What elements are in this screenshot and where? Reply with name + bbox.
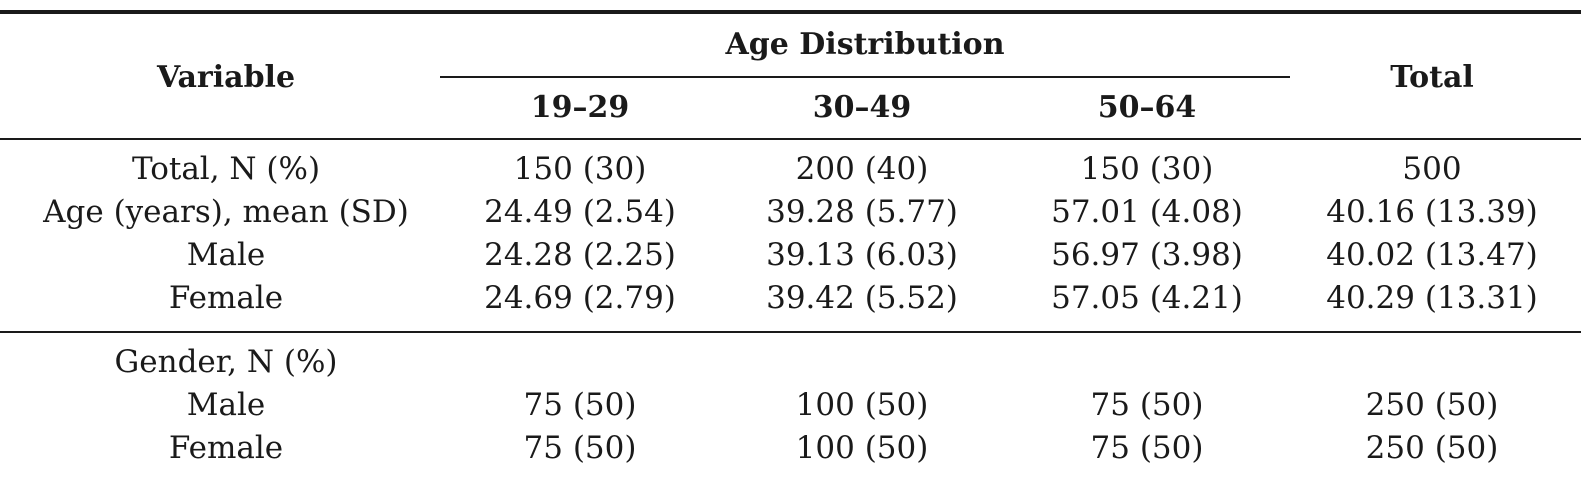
row-label: Total, N (%): [131, 151, 321, 187]
table-cell: 40.16 (13.39): [1326, 194, 1538, 230]
row-label: Male: [186, 237, 266, 273]
table-cell: 24.69 (2.79): [484, 280, 676, 316]
table-cell: 250 (50): [1365, 430, 1499, 466]
header-age-group-3: 50–64: [1097, 90, 1197, 125]
table-cell: 100 (50): [795, 430, 929, 466]
table-cell: 150 (30): [513, 151, 647, 187]
header-age-group-2: 30–49: [812, 90, 912, 125]
section-separator-rule: [0, 331, 1581, 333]
header-bottom-rule: [0, 138, 1581, 140]
row-label: Male: [186, 387, 266, 423]
table-cell: 40.29 (13.31): [1326, 280, 1538, 316]
table-cell: 150 (30): [1080, 151, 1214, 187]
table-cell: 39.42 (5.52): [766, 280, 958, 316]
table-cell: 100 (50): [795, 387, 929, 423]
table-cell: 39.28 (5.77): [766, 194, 958, 230]
header-age-group-1: 19–29: [530, 90, 630, 125]
header-age-distribution: Age Distribution: [725, 27, 1005, 62]
table-cell: 500: [1402, 151, 1462, 187]
table-cell: 75 (50): [1090, 430, 1204, 466]
table-cell: 200 (40): [795, 151, 929, 187]
group-header-rule: [440, 76, 1290, 78]
table-cell: 57.05 (4.21): [1051, 280, 1243, 316]
row-label: Female: [168, 430, 284, 466]
top-rule: [0, 10, 1581, 14]
table-cell: 24.49 (2.54): [484, 194, 676, 230]
row-label: Gender, N (%): [114, 344, 338, 380]
table-cell: 39.13 (6.03): [766, 237, 958, 273]
header-total: Total: [1390, 60, 1474, 95]
table-cell: 40.02 (13.47): [1326, 237, 1538, 273]
table-cell: 24.28 (2.25): [484, 237, 676, 273]
row-label: Female: [168, 280, 284, 316]
header-variable: Variable: [156, 60, 296, 95]
table-cell: 75 (50): [1090, 387, 1204, 423]
table-cell: 57.01 (4.08): [1051, 194, 1243, 230]
row-label: Age (years), mean (SD): [43, 194, 409, 230]
table-cell: 75 (50): [523, 430, 637, 466]
table-cell: 56.97 (3.98): [1051, 237, 1243, 273]
table-cell: 250 (50): [1365, 387, 1499, 423]
table-cell: 75 (50): [523, 387, 637, 423]
